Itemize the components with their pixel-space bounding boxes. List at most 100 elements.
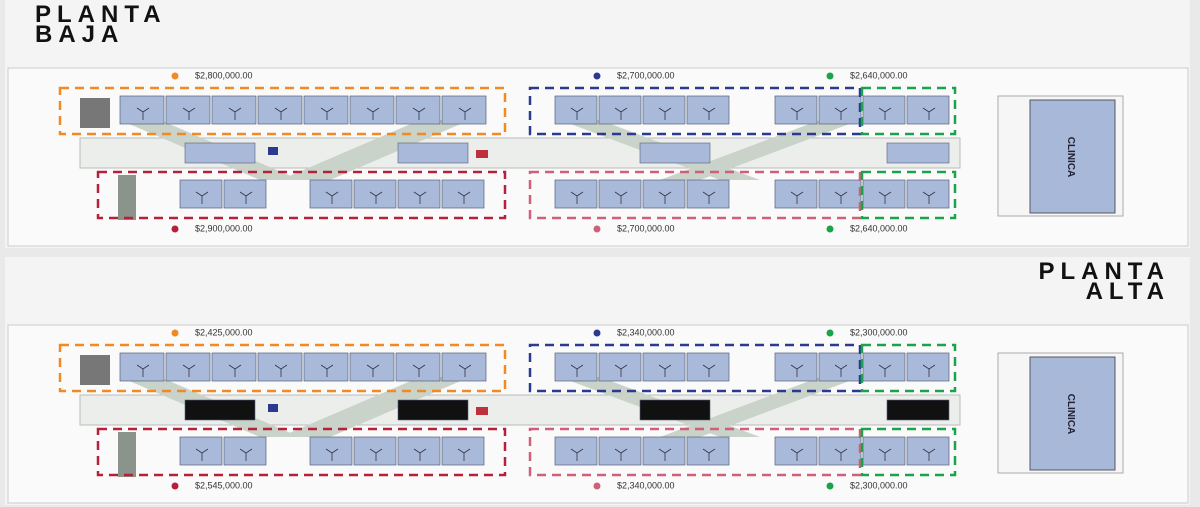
unit bbox=[211, 352, 257, 382]
unit-fixture bbox=[195, 191, 209, 204]
price-label: $2,300,000.00 bbox=[850, 480, 908, 490]
unit-fixture bbox=[366, 364, 380, 377]
unit bbox=[554, 179, 598, 209]
unit bbox=[179, 436, 223, 466]
unit bbox=[395, 95, 441, 125]
unit-fixture bbox=[834, 107, 848, 120]
price-dot bbox=[593, 482, 601, 490]
unit-fixture bbox=[790, 107, 804, 120]
corridor-block bbox=[184, 399, 256, 421]
unit bbox=[554, 436, 598, 466]
unit bbox=[441, 436, 485, 466]
price-dot bbox=[826, 482, 834, 490]
unit-fixture bbox=[228, 107, 242, 120]
unit bbox=[774, 95, 818, 125]
unit-fixture bbox=[182, 107, 196, 120]
unit-fixture bbox=[834, 191, 848, 204]
unit bbox=[119, 95, 165, 125]
unit bbox=[257, 352, 303, 382]
unit bbox=[906, 352, 950, 382]
unit bbox=[309, 179, 353, 209]
unit bbox=[441, 179, 485, 209]
unit bbox=[397, 179, 441, 209]
unit bbox=[686, 436, 730, 466]
unit-fixture bbox=[412, 107, 426, 120]
clinic-building bbox=[1029, 99, 1116, 214]
unit bbox=[818, 436, 862, 466]
unit-fixture bbox=[614, 191, 628, 204]
price-dot bbox=[171, 482, 179, 490]
unit bbox=[642, 179, 686, 209]
unit-fixture bbox=[702, 364, 716, 377]
unit bbox=[598, 352, 642, 382]
unit bbox=[303, 95, 349, 125]
unit bbox=[686, 95, 730, 125]
unit bbox=[906, 436, 950, 466]
price-zone bbox=[96, 170, 507, 220]
price-label: $2,700,000.00 bbox=[617, 223, 675, 233]
unit bbox=[211, 95, 257, 125]
unit-fixture bbox=[922, 448, 936, 461]
unit bbox=[906, 95, 950, 125]
unit bbox=[686, 352, 730, 382]
unit bbox=[179, 179, 223, 209]
unit bbox=[119, 352, 165, 382]
price-label: $2,640,000.00 bbox=[850, 223, 908, 233]
price-zone bbox=[860, 86, 957, 136]
floor-title: PLANTA bbox=[1038, 258, 1170, 285]
price-zone bbox=[528, 427, 862, 477]
unit bbox=[165, 352, 211, 382]
stair bbox=[80, 355, 110, 385]
unit-fixture bbox=[239, 191, 253, 204]
unit bbox=[554, 352, 598, 382]
price-label: $2,900,000.00 bbox=[195, 223, 253, 233]
unit-fixture bbox=[570, 448, 584, 461]
unit-fixture bbox=[658, 364, 672, 377]
price-zone bbox=[528, 86, 862, 136]
unit bbox=[862, 352, 906, 382]
unit bbox=[774, 179, 818, 209]
unit bbox=[441, 352, 487, 382]
unit bbox=[862, 95, 906, 125]
unit-fixture bbox=[457, 191, 471, 204]
stair bbox=[118, 432, 136, 477]
unit-fixture bbox=[570, 364, 584, 377]
unit bbox=[598, 95, 642, 125]
floor-title: ALTA bbox=[1086, 278, 1170, 305]
unit-fixture bbox=[834, 448, 848, 461]
unit-fixture bbox=[614, 107, 628, 120]
unit-fixture bbox=[570, 107, 584, 120]
unit-fixture bbox=[274, 107, 288, 120]
unit-fixture bbox=[458, 107, 472, 120]
unit-fixture bbox=[228, 364, 242, 377]
unit-fixture bbox=[274, 364, 288, 377]
car bbox=[476, 150, 488, 158]
unit-fixture bbox=[614, 364, 628, 377]
price-dot bbox=[593, 329, 601, 337]
unit-fixture bbox=[366, 107, 380, 120]
price-dot bbox=[826, 329, 834, 337]
unit bbox=[774, 352, 818, 382]
unit bbox=[862, 436, 906, 466]
unit-fixture bbox=[658, 107, 672, 120]
unit-fixture bbox=[702, 191, 716, 204]
unit-fixture bbox=[195, 448, 209, 461]
unit bbox=[309, 436, 353, 466]
unit bbox=[257, 95, 303, 125]
unit bbox=[303, 352, 349, 382]
unit bbox=[906, 179, 950, 209]
unit-fixture bbox=[136, 364, 150, 377]
price-dot bbox=[826, 225, 834, 233]
price-label: $2,545,000.00 bbox=[195, 480, 253, 490]
unit bbox=[395, 352, 441, 382]
price-dot bbox=[171, 225, 179, 233]
unit bbox=[397, 436, 441, 466]
price-zone bbox=[860, 343, 957, 393]
clinic-label: CLINICA bbox=[1065, 137, 1076, 178]
price-label: $2,300,000.00 bbox=[850, 327, 908, 337]
unit-fixture bbox=[369, 448, 383, 461]
price-zone bbox=[58, 86, 507, 136]
unit bbox=[818, 95, 862, 125]
unit-fixture bbox=[136, 107, 150, 120]
